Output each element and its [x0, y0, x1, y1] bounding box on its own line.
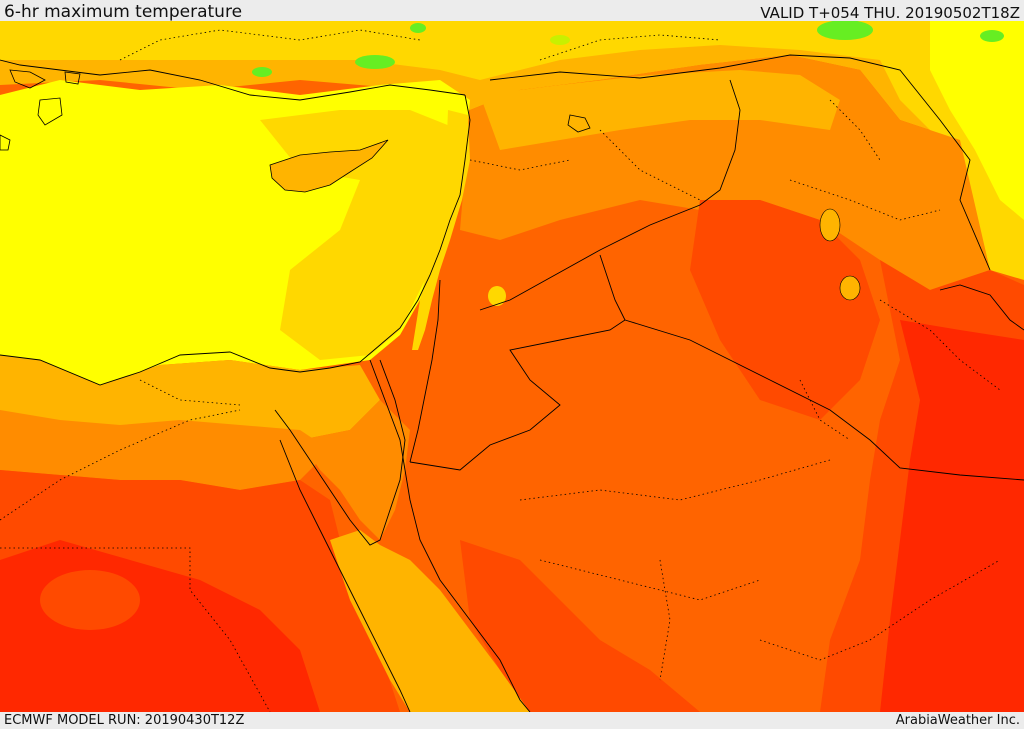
field-orange-egypt: [0, 410, 330, 490]
field-light-orange-egypt-coast: [0, 355, 380, 440]
lake-razazza: [839, 275, 861, 301]
footer-bar: ECMWF MODEL RUN: 20190430T12Z ArabiaWeat…: [0, 712, 1024, 729]
field-orange-sinai: [300, 400, 410, 540]
field-yellow-northeast: [930, 21, 1024, 220]
cyprus-island: [269, 139, 389, 193]
field-gold-jordan: [488, 286, 506, 306]
field-green-4: [252, 67, 272, 77]
field-gold-eastmed: [260, 110, 460, 360]
field-green-2: [980, 30, 1004, 42]
field-yellow-green-1: [550, 35, 570, 45]
aegean-islands: [0, 69, 591, 151]
map-canvas: [0, 21, 1024, 712]
field-red-orange-iraq: [690, 200, 880, 420]
field-green-3: [355, 55, 395, 69]
field-light-orange-red-sea: [330, 530, 530, 712]
temperature-map: [0, 21, 1024, 712]
lake-tharthar: [819, 208, 841, 242]
header-bar: 6-hr maximum temperature VALID T+054 THU…: [0, 0, 1024, 22]
field-gold-north: [0, 21, 1024, 95]
admin-boundaries: [0, 29, 1001, 712]
coastlines: [0, 59, 1024, 712]
field-red-orange-patch-1: [40, 570, 140, 630]
country-borders: [369, 54, 1024, 481]
map-title: 6-hr maximum temperature: [4, 2, 243, 22]
model-run-label: ECMWF MODEL RUN: 20190430T12Z: [4, 713, 245, 728]
valid-time: VALID T+054 THU. 20190502T18Z: [760, 4, 1020, 22]
field-light-orange-syria: [480, 70, 840, 150]
field-red-east: [880, 320, 1024, 712]
credit-label: ArabiaWeather Inc.: [895, 713, 1020, 728]
field-green-5: [410, 23, 426, 33]
field-gold-levant-coast: [412, 110, 470, 350]
field-green-1: [817, 21, 873, 40]
field-red-orange-hejaz: [460, 540, 700, 712]
